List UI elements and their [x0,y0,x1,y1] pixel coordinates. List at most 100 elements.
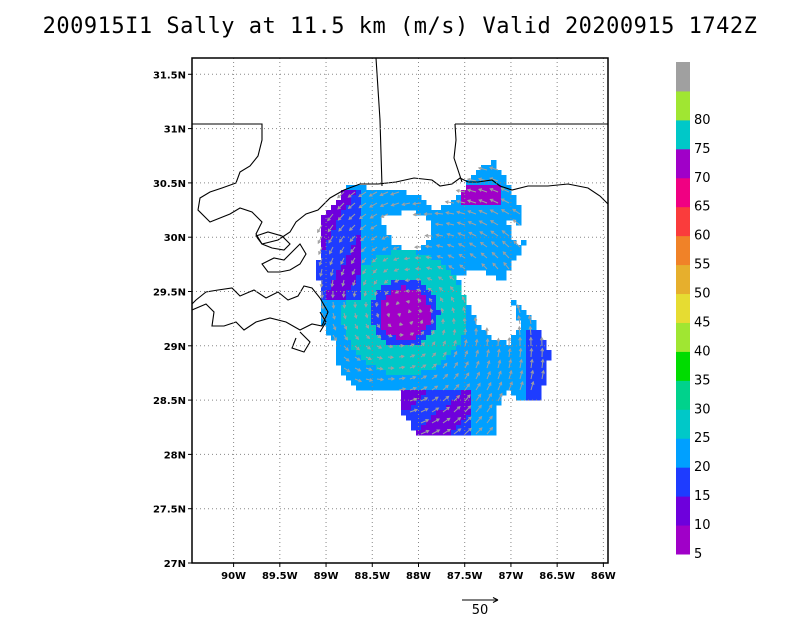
wind-cell [346,245,352,251]
wind-cell [416,355,422,361]
wind-vector-head [434,222,439,227]
wind-vector [382,235,389,240]
wind-cell [481,400,487,406]
wind-cell [346,270,352,276]
wind-cell [436,325,442,331]
wind-cell [401,325,407,331]
wind-cell [511,375,517,381]
wind-vector-head [475,349,479,354]
wind-vector [464,361,469,369]
wind-cell [336,315,342,321]
wind-vector-head [318,251,322,256]
wind-cell [376,300,382,306]
wind-vector-head [520,381,524,386]
wind-cell [476,400,482,406]
wind-vector-head [487,381,492,386]
wind-cell [336,330,342,336]
wind-cell [466,240,472,246]
wind-cell [346,305,352,311]
wind-vector [361,246,367,252]
wind-cell [516,390,522,396]
wind-cell [341,310,347,316]
wind-cell [406,265,412,271]
wind-cell [356,190,362,196]
wind-cell [346,275,352,281]
wind-cell [511,195,517,201]
wind-vector-head [478,415,483,420]
reference-vector-label: 50 [472,603,489,618]
wind-vector-head [368,193,373,197]
wind-vector-head [347,205,352,210]
wind-vector-head [446,232,451,237]
wind-cell [436,300,442,306]
wind-cell [371,230,377,236]
wind-cell [401,250,407,256]
wind-vector-head [468,427,473,432]
wind-cell [461,395,467,401]
wind-cell [411,265,417,271]
wind-vector [457,232,466,237]
wind-cell [451,295,457,301]
wind-vector [332,334,337,341]
wind-cell [321,235,327,241]
wind-cell [426,295,432,301]
wind-vector-head [467,394,471,399]
wind-vector-head [389,344,394,349]
wind-cell [351,275,357,281]
wind-cell [481,390,487,396]
wind-cell [491,345,497,351]
wind-cell [421,420,427,426]
wind-cell [471,330,477,336]
wind-vector [442,417,451,424]
wind-cell [421,280,427,286]
wind-cell [366,240,372,246]
wind-cell [366,380,372,386]
wind-cell [371,305,377,311]
wind-vector [340,257,345,265]
wind-cell [431,215,437,221]
colorbar-label: 10 [694,518,711,533]
wind-cell [466,380,472,386]
wind-cell [356,250,362,256]
wind-vector [475,372,480,380]
wind-cell [381,325,387,331]
wind-vector-head [419,319,424,324]
wind-cell [466,410,472,416]
wind-vector [475,361,480,369]
wind-cell [341,250,347,256]
colorbar-swatch [676,264,690,295]
wind-cell [316,270,322,276]
wind-cell [386,260,392,266]
wind-cell [496,210,502,216]
wind-cell [361,345,367,351]
wind-cell [426,280,432,286]
wind-vector-head [433,374,438,379]
colorbar-label: 20 [694,460,711,475]
wind-vector [349,224,356,231]
wind-cell [366,360,372,366]
wind-cell [416,370,422,376]
y-tick-label: 29N [164,342,186,353]
wind-cell [481,340,487,346]
wind-vector-head [321,316,325,321]
wind-vector-head [445,384,449,389]
wind-cell [456,365,462,371]
wind-cell [431,275,437,281]
wind-cell [331,245,337,251]
wind-cell [431,255,437,261]
wind-cell [446,375,452,381]
wind-vector [431,418,440,424]
wind-cell [356,245,362,251]
wind-cell [371,250,377,256]
wind-cell [391,385,397,391]
wind-cell [466,250,472,256]
wind-cell [446,330,452,336]
wind-cell [541,365,547,371]
wind-vector [489,177,499,182]
wind-cell [476,235,482,241]
wind-cell [381,310,387,316]
wind-cell [431,390,437,396]
wind-cell [426,210,432,216]
wind-cell [486,425,492,431]
wind-cell [436,305,442,311]
